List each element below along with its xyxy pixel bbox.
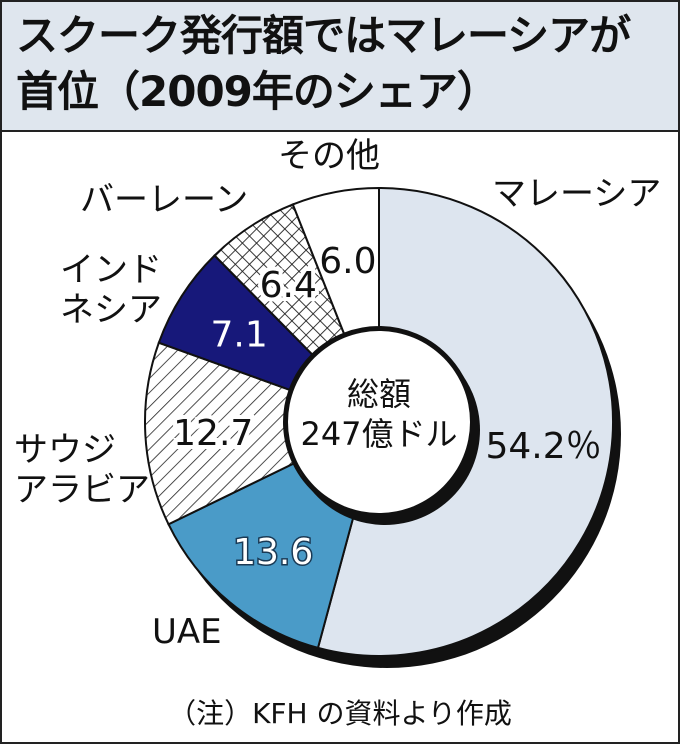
category-label: UAE [152, 612, 222, 652]
value-label: 54.2％ [485, 426, 601, 467]
center-label: 総額 247億ドル [300, 375, 458, 453]
category-label: その他 [278, 136, 380, 176]
chart-title: スクーク発行額ではマレーシアが首位（2009年のシェア） [16, 11, 631, 116]
slice [291, 186, 380, 335]
category-label: バーレーン [80, 180, 249, 220]
value-label: 6.4 [260, 265, 317, 306]
slice [144, 341, 295, 526]
category-label: マレーシア [492, 174, 662, 214]
category-label: サウジ アラビア [14, 430, 150, 510]
value-label: 12.7 [173, 413, 253, 454]
value-label: 7.1 [210, 315, 267, 356]
inner-face [288, 331, 470, 513]
value-label: 6.0 [319, 241, 376, 282]
category-label: インド ネシア [60, 250, 162, 330]
note: （注）KFH の資料より作成 [168, 697, 512, 730]
header: スクーク発行額ではマレーシアが首位（2009年のシェア） [2, 2, 678, 132]
value-label: 13.6 [233, 532, 313, 573]
